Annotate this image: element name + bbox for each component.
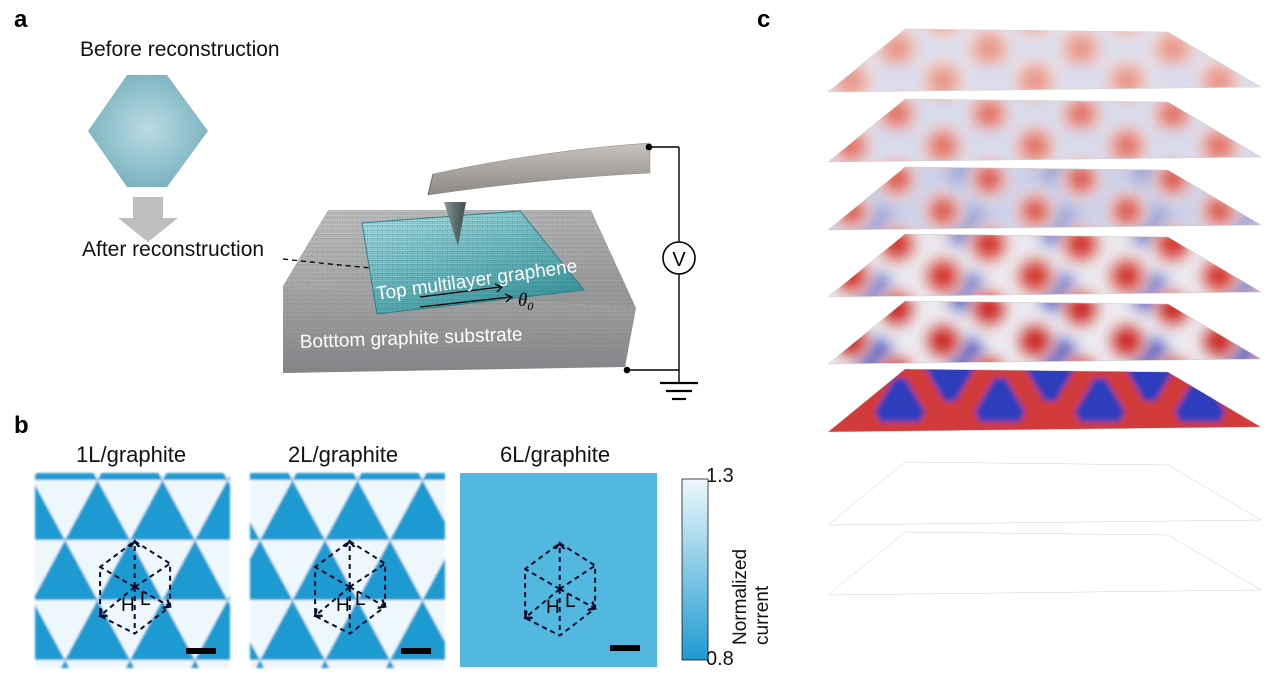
svg-text:V: V: [672, 249, 686, 271]
